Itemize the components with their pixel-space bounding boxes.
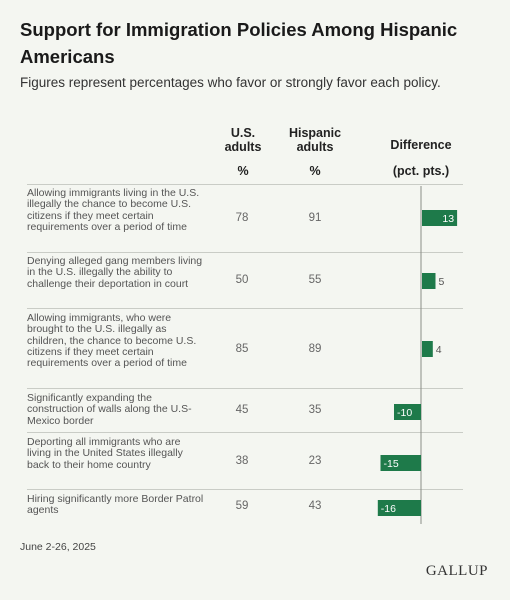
divider <box>27 388 463 389</box>
row-label: Allowing immigrants, who were brought to… <box>27 312 197 370</box>
col-unit-difference: (pct. pts.) <box>392 164 450 178</box>
row-label: Allowing immigrants living in the U.S. i… <box>27 187 200 233</box>
difference-bar <box>377 500 421 516</box>
row-label: Significantly expanding the construction… <box>27 392 192 427</box>
row-hispanic-value: 35 <box>308 404 322 416</box>
difference-bar <box>422 273 436 289</box>
difference-label: -16 <box>381 503 396 515</box>
divider <box>27 489 463 490</box>
difference-bar <box>422 210 458 226</box>
col-unit-us-adults: % <box>237 164 249 178</box>
difference-bar <box>380 455 421 471</box>
difference-label: -15 <box>384 458 399 470</box>
difference-label: 13 <box>442 213 454 225</box>
col-header-hispanic-adults: Hispanic adults <box>288 126 342 154</box>
row-label: Denying alleged gang members living in t… <box>27 255 203 290</box>
gallup-logo: GALLUP <box>425 563 488 579</box>
row-hispanic-value: 55 <box>308 274 322 286</box>
col-header-difference: Difference <box>390 138 452 152</box>
row-us-value: 78 <box>235 212 249 224</box>
difference-bar <box>422 341 433 357</box>
survey-date: June 2-26, 2025 <box>20 541 96 553</box>
difference-label: 4 <box>436 344 442 356</box>
row-us-value: 50 <box>235 274 249 286</box>
col-unit-hispanic-adults: % <box>309 164 321 178</box>
row-hispanic-value: 91 <box>308 212 322 224</box>
row-label: Deporting all immigrants who are living … <box>27 436 183 471</box>
divider <box>27 252 463 253</box>
col-header-us-adults: U.S. adults <box>224 126 262 154</box>
row-label: Hiring significantly more Border Patrol … <box>27 493 204 517</box>
difference-bar <box>394 404 421 420</box>
divider <box>27 184 463 185</box>
difference-label: -10 <box>397 407 412 419</box>
chart-title: Support for Immigration Policies Among H… <box>20 19 458 67</box>
difference-label: 5 <box>439 276 445 288</box>
row-us-value: 38 <box>235 455 249 467</box>
chart-subtitle: Figures represent percentages who favor … <box>20 75 441 90</box>
row-hispanic-value: 23 <box>308 455 322 467</box>
row-us-value: 85 <box>235 343 249 355</box>
divider <box>27 432 463 433</box>
row-us-value: 45 <box>235 404 249 416</box>
divider <box>27 308 463 309</box>
row-hispanic-value: 43 <box>308 500 322 512</box>
row-us-value: 59 <box>235 500 249 512</box>
row-hispanic-value: 89 <box>308 343 322 355</box>
